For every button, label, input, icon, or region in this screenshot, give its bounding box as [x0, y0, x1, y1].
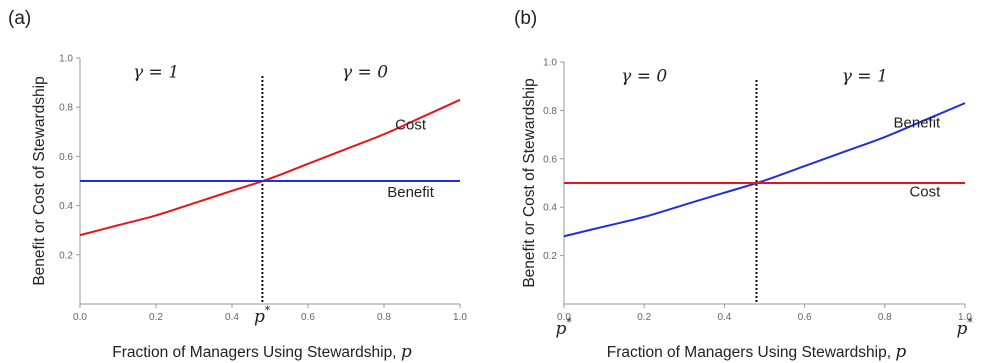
pstar-symbol: p [556, 319, 567, 339]
y-tick-label: 0.8 [59, 103, 73, 114]
y-tick-label: 1.0 [543, 58, 557, 69]
series-label-benefit: Benefit [894, 114, 942, 131]
chart-a-svg: 0.0 0.2 0.4 0.6 0.8 1.0 0.2 0.4 0.6 0.8 1.0 Cost Ben… [31, 54, 467, 363]
x-axis-title: Fraction of Managers Using Stewardship, … [112, 342, 412, 362]
y-tick-label: 0.6 [543, 154, 557, 165]
y-tick-label: 0.2 [543, 251, 557, 262]
x-tick-label: 1.0 [958, 312, 972, 323]
pstar-symbol: p [957, 319, 968, 339]
threshold-label: p * [957, 316, 974, 339]
y-tick-label: 0.8 [543, 106, 557, 117]
x-tick-label: 0.4 [225, 312, 239, 323]
x-tick-label: 0.2 [149, 312, 163, 323]
region-label: γ = 0 [621, 66, 667, 86]
y-axis-title: Benefit or Cost of Stewardship [521, 78, 538, 287]
pstar-superscript: * [566, 316, 572, 329]
y-tick-label: 0.4 [543, 203, 557, 214]
x-tick-label: 0.0 [557, 312, 571, 323]
y-axis-title: Benefit or Cost of Stewardship [31, 76, 48, 285]
series-label-cost: Cost [395, 116, 427, 133]
chart-b-svg: 0.0 0.2 0.4 0.6 0.8 1.0 0.2 0.4 0.6 0.8 1.0 Benefit… [521, 58, 974, 363]
x-tick-label: 0.0 [73, 312, 87, 323]
y-tick-label: 0.4 [59, 201, 73, 212]
threshold-label: p * [556, 316, 573, 339]
pstar-symbol: p [254, 307, 265, 327]
x-tick-label: 0.6 [301, 312, 315, 323]
series-line-benefit [563, 102, 966, 238]
region-label: γ = 1 [842, 66, 888, 86]
chart-panel-a: (a) 0.0 0.2 0.4 0.6 0.8 1.0 0.2 0.4 0.6 0.8 1.0 Cos… [8, 8, 467, 363]
pstar-superscript: * [967, 316, 973, 329]
x-tick-label: 0.2 [637, 312, 651, 323]
chart-panel-b: (b) 0.0 0.2 0.4 0.6 0.8 1.0 0.2 0.4 0.6 0.8 1.0 Ben… [494, 0, 987, 363]
region-label: γ = 1 [133, 63, 179, 83]
series-line-cost [79, 98, 461, 237]
y-tick-label: 0.6 [59, 152, 73, 163]
panel-label: (b) [514, 8, 538, 29]
x-tick-label: 1.0 [453, 312, 467, 323]
x-tick-label: 0.4 [717, 312, 731, 323]
x-tick-label: 0.8 [878, 312, 892, 323]
x-axis-title: Fraction of Managers Using Stewardship, … [607, 342, 907, 362]
pstar-superscript: * [265, 304, 271, 317]
x-tick-label: 0.6 [798, 312, 812, 323]
panel-label: (a) [8, 8, 32, 29]
series-label-benefit: Benefit [387, 184, 435, 201]
y-tick-label: 0.2 [59, 250, 73, 261]
x-axis-variable: p [895, 342, 906, 362]
series-label-cost: Cost [909, 183, 941, 200]
region-label: γ = 0 [342, 63, 388, 83]
y-tick-label: 1.0 [59, 54, 73, 65]
x-axis-variable: p [401, 342, 412, 362]
threshold-label: p * [254, 304, 271, 327]
x-tick-label: 0.8 [377, 312, 391, 323]
